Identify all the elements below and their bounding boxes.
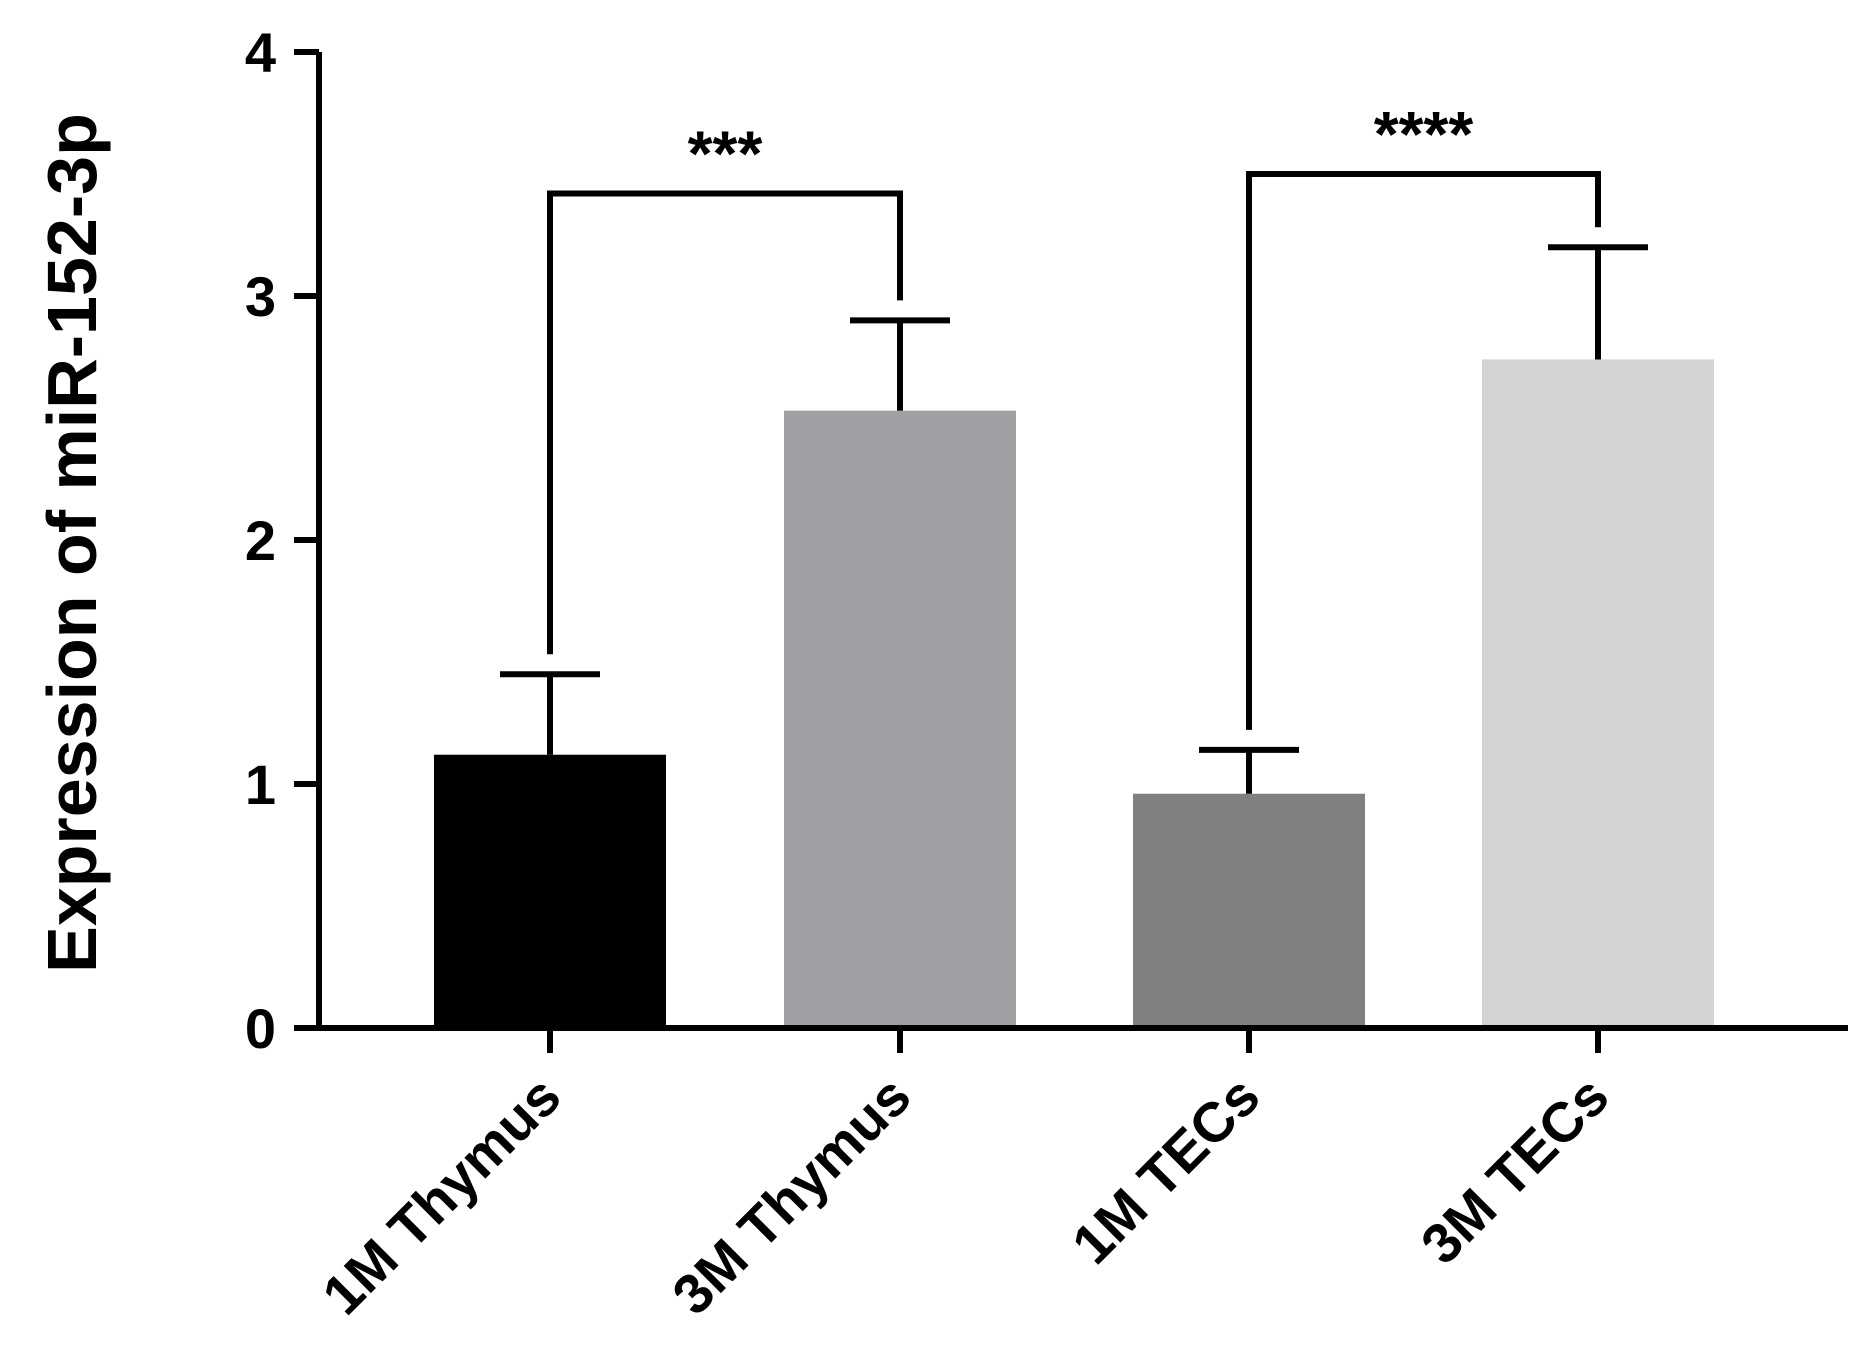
bars-layer <box>434 359 1714 1028</box>
x-ticks-layer: 1M Thymus 3M Thymus 1M TECs 3M TECs <box>310 1028 1620 1326</box>
y-tick-label-4: 4 <box>245 21 276 84</box>
y-tick-label-3: 3 <box>245 265 276 328</box>
y-ticks-layer: 0 1 2 3 4 <box>245 21 319 1060</box>
significance-label-1: **** <box>1374 98 1474 170</box>
x-tick-label-3: 3M TECs <box>1409 1064 1621 1276</box>
y-tick-label-2: 2 <box>245 509 276 572</box>
x-tick-label-1: 3M Thymus <box>660 1064 922 1326</box>
significance-label-0: *** <box>688 118 763 190</box>
significance-layer: *** **** <box>547 98 1601 730</box>
error-bars-layer <box>500 244 1648 794</box>
y-tick-label-1: 1 <box>245 753 276 816</box>
x-tick-label-0: 1M Thymus <box>310 1064 572 1326</box>
bar-2 <box>1133 793 1365 1028</box>
y-tick-label-0: 0 <box>245 997 276 1060</box>
bar-1 <box>784 410 1016 1028</box>
significance-bracket-0 <box>547 190 903 655</box>
x-tick-label-2: 1M TECs <box>1060 1064 1272 1276</box>
bar-3 <box>1482 359 1714 1028</box>
significance-bracket-1 <box>1246 171 1601 730</box>
bar-0 <box>434 754 666 1028</box>
y-axis-title: Expression of miR-152-3p <box>33 113 111 973</box>
